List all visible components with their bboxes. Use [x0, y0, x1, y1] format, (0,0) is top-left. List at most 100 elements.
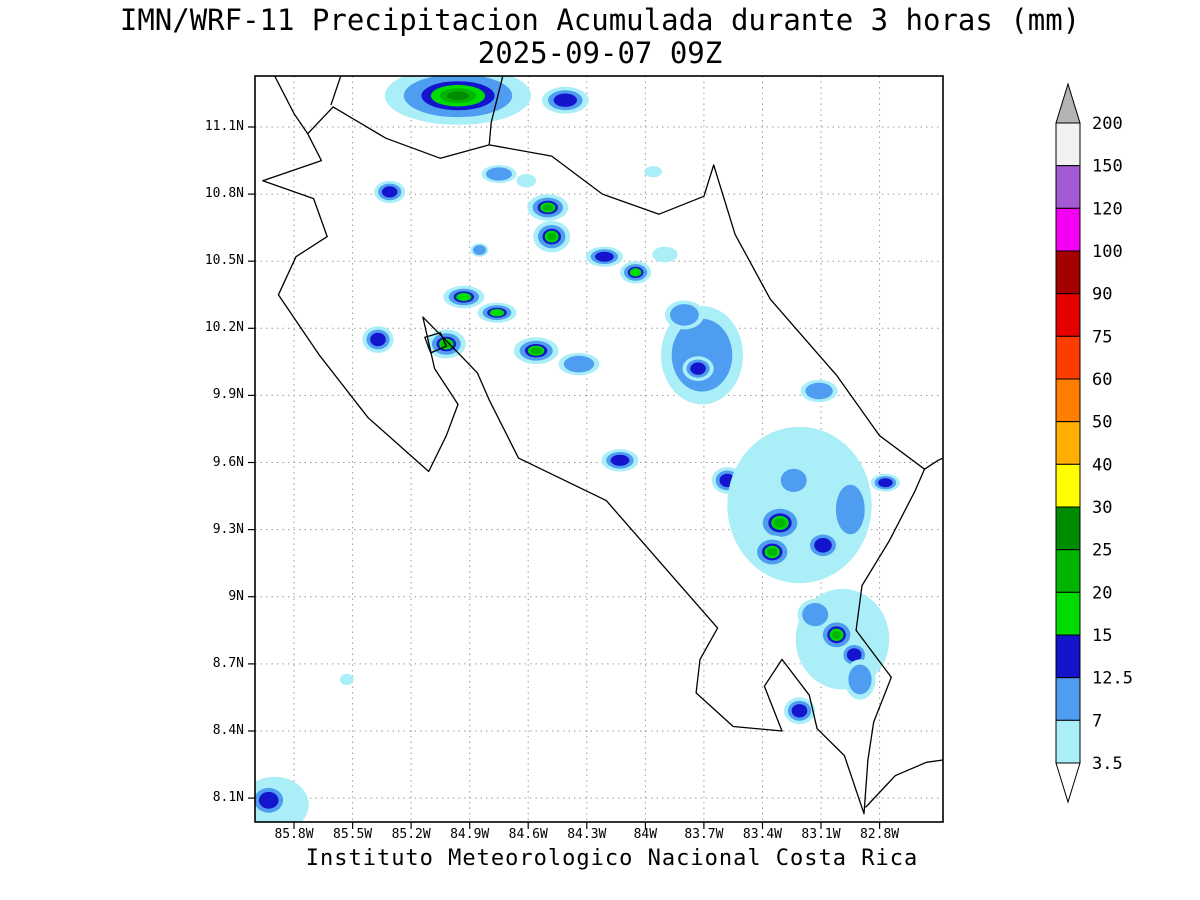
colorbar-label: 60 — [1092, 370, 1112, 390]
colorbar-label: 3.5 — [1092, 754, 1123, 774]
precip-shading — [255, 76, 901, 822]
lon-tick-label: 84.3W — [567, 827, 607, 842]
coastline-path — [424, 332, 447, 354]
lat-tick-label: 9.3N — [212, 521, 244, 537]
colorbar-label: 50 — [1092, 413, 1112, 433]
precip-cell — [791, 704, 808, 718]
axis-ticks — [248, 126, 881, 829]
map-svg — [248, 75, 944, 829]
precip-cell — [832, 630, 842, 639]
precip-cell — [547, 232, 557, 241]
precip-cell — [530, 347, 542, 355]
precip-cell — [835, 484, 865, 535]
precip-cell — [846, 648, 862, 662]
colorbar-label: 12.5 — [1092, 669, 1133, 689]
colorbar-band — [1055, 335, 1081, 380]
lat-tick-label: 8.4N — [212, 722, 244, 738]
coastline-path — [273, 76, 309, 135]
colorbar-band — [1055, 506, 1081, 551]
lon-tick-label: 83.1W — [801, 827, 841, 842]
colorbar-band — [1055, 250, 1081, 295]
precip-cell — [644, 166, 662, 178]
lat-tick-label: 8.1N — [212, 790, 244, 806]
precip-cell — [542, 204, 553, 211]
precip-cell — [516, 174, 537, 188]
chart-title: IMN/WRF-11 Precipitacion Acumulada duran… — [119, 3, 1081, 37]
colorbar-band — [1055, 634, 1081, 679]
precip-cell — [553, 93, 577, 107]
precip-cell — [670, 304, 699, 326]
coastline-path — [923, 457, 943, 470]
coastlines — [262, 76, 943, 815]
colorbar-label: 75 — [1092, 327, 1112, 347]
colorbar-band — [1055, 463, 1081, 508]
colorbar-band — [1055, 165, 1081, 209]
colorbar-label: 200 — [1092, 114, 1123, 134]
lat-tick-label: 10.8N — [204, 186, 244, 202]
coastline-path — [262, 106, 926, 815]
colorbar-under-arrow — [1055, 762, 1081, 804]
precip-cell — [878, 478, 893, 488]
colorbar-over-arrow — [1055, 82, 1081, 124]
colorbar-band — [1055, 122, 1081, 167]
lon-tick-label: 83.4W — [742, 827, 783, 842]
lon-tick-label: 84.6W — [508, 827, 548, 842]
precip-cell — [610, 454, 630, 466]
precip-cell — [814, 538, 832, 553]
precip-cell — [690, 362, 706, 375]
lon-tick-label: 85.2W — [391, 827, 431, 842]
lat-tick-label: 9N — [228, 588, 244, 604]
lon-tick-label: 84.9W — [450, 827, 490, 842]
precip-cell — [774, 518, 786, 528]
precip-cell — [780, 468, 807, 492]
lon-tick-label: 85.5W — [333, 827, 373, 842]
lon-tick-label: 83.7W — [684, 827, 724, 842]
colorbar-band — [1055, 207, 1081, 252]
coastline-path — [865, 759, 943, 808]
lat-tick-label: 9.9N — [212, 387, 244, 403]
colorbar-label: 120 — [1092, 199, 1123, 219]
lat-tick-label: 11.1N — [204, 119, 244, 134]
colorbar-band — [1055, 591, 1081, 636]
colorbar-band — [1055, 378, 1081, 423]
precip-cell — [258, 791, 279, 809]
colorbar-label: 20 — [1092, 583, 1112, 603]
colorbar-label: 25 — [1092, 541, 1112, 561]
colorbar-label: 40 — [1092, 455, 1112, 475]
colorbar-label: 30 — [1092, 498, 1112, 518]
lat-tick-label: 9.6N — [212, 454, 244, 470]
precip-cell — [381, 186, 398, 198]
precip-cell — [447, 91, 469, 101]
lat-tick-label: 8.7N — [212, 655, 244, 671]
colorbar-label: 90 — [1092, 285, 1112, 305]
lon-tick-label: 84W — [633, 827, 658, 842]
precip-cell — [456, 292, 472, 302]
lon-tick-label: 82.8W — [859, 827, 900, 842]
chart-valid-time: 2025-09-07 09Z — [477, 36, 723, 70]
lon-tick-label: 85.8W — [274, 827, 314, 842]
colorbar-label: 150 — [1092, 157, 1123, 177]
caption: Instituto Meteorologico Nacional Costa R… — [305, 846, 919, 871]
precip-cell — [486, 167, 512, 181]
lat-tick-label: 10.5N — [204, 253, 244, 269]
precip-cell — [473, 245, 486, 255]
colorbar-band — [1055, 549, 1081, 593]
precip-cell — [629, 268, 642, 277]
colorbar-label: 100 — [1092, 242, 1123, 262]
precip-cell — [671, 318, 733, 392]
precip-cell — [652, 246, 678, 263]
precip-cell — [489, 309, 505, 317]
coastline-path — [330, 76, 342, 106]
precip-cell — [339, 673, 354, 686]
precip-cell — [563, 355, 595, 373]
precip-cell — [595, 251, 614, 262]
colorbar-band — [1055, 719, 1081, 764]
lat-tick-label: 10.2N — [204, 320, 244, 336]
colorbar-band — [1055, 421, 1081, 465]
colorbar-band — [1055, 293, 1081, 337]
colorbar: 200 150 120 100 90 75 60 50 40 30 25 20 15 12.5 7 3.5 — [1055, 82, 1133, 804]
precip-cell — [767, 547, 778, 557]
plot-frame — [254, 75, 944, 823]
precip-cell — [848, 664, 872, 695]
colorbar-label: 15 — [1092, 626, 1112, 646]
